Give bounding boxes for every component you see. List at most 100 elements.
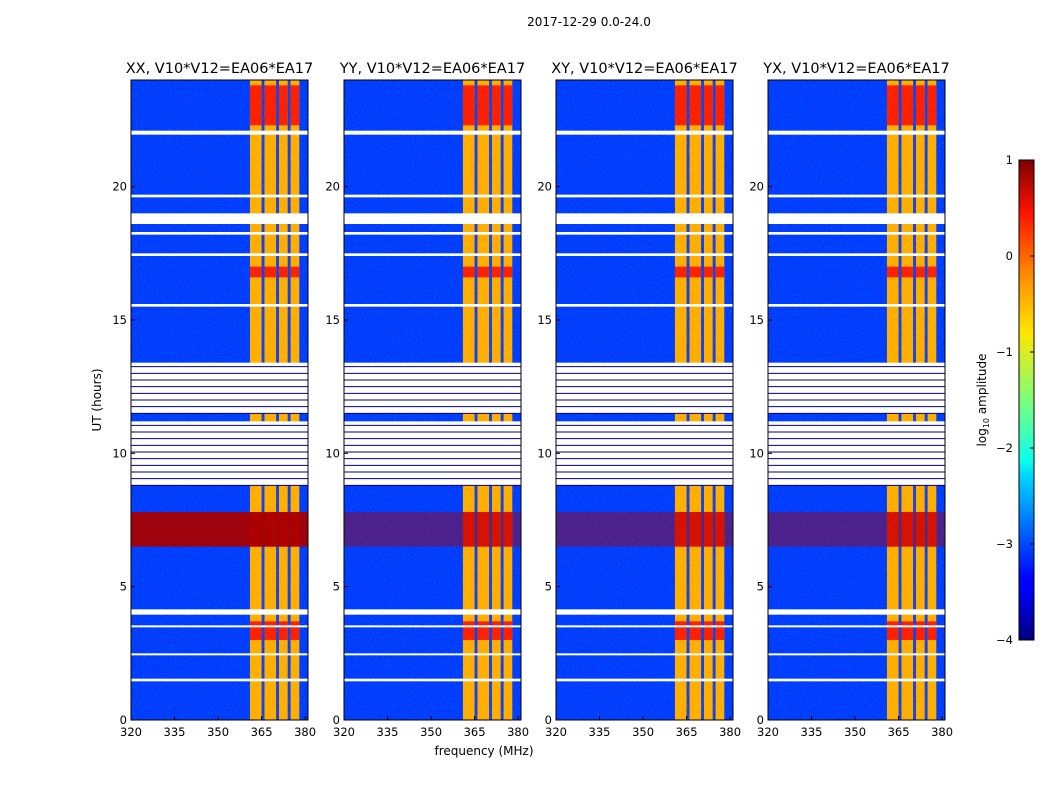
flagged-interval-10: [131, 194, 308, 198]
x-tick-label: 335: [589, 725, 611, 739]
y-tick-label: 20: [537, 180, 552, 194]
flagged-interval-1: [131, 653, 308, 656]
flagged-interval-10: [344, 194, 521, 198]
colorbar-tick-label: −2: [996, 441, 1013, 455]
x-tick-label: 365: [676, 725, 698, 739]
rfi-band-0: [131, 512, 308, 547]
flagged-interval-9: [344, 213, 521, 224]
x-tick-label: 350: [207, 725, 229, 739]
panel-xy: XY, V10*V12=EA06*EA17 320 335 350 365 380 0 5 10…: [537, 61, 741, 739]
panel-xx: XX, V10*V12=EA06*EA17 320 335 350 365 380 0 5 10…: [112, 61, 316, 739]
y-tick-label: 20: [325, 180, 340, 194]
flagged-interval-1: [344, 653, 521, 656]
y-tick-label: 5: [333, 580, 340, 594]
panel-title: YY, V10*V12=EA06*EA17: [339, 61, 525, 77]
x-tick-label: 320: [120, 725, 142, 739]
colorbar: log10 amplitude −4 −3 −2 −1 0 1: [975, 153, 1035, 647]
panel-yy: YY, V10*V12=EA06*EA17 320 335 350 365 380 0 5 10…: [325, 61, 529, 739]
flagged-interval-6: [131, 304, 308, 307]
panel-title: XY, V10*V12=EA06*EA17: [551, 61, 737, 77]
flagged-interval-4: [768, 421, 945, 486]
flagged-interval-11: [556, 130, 733, 135]
colorbar-tick-label: −1: [996, 345, 1013, 359]
x-tick-label: 350: [420, 725, 442, 739]
panel-title: YX, V10*V12=EA06*EA17: [762, 61, 949, 77]
flagged-interval-9: [556, 213, 733, 224]
flagged-interval-5: [768, 362, 945, 414]
x-tick-label: 320: [333, 725, 355, 739]
y-tick-label: 5: [120, 580, 127, 594]
y-tick-label: 10: [325, 446, 340, 460]
flagged-interval-8: [344, 232, 521, 235]
flagged-interval-2: [131, 625, 308, 628]
y-tick-label: 0: [757, 713, 764, 727]
colorbar-tick-label: −3: [996, 537, 1013, 551]
flagged-interval-7: [556, 253, 733, 256]
flagged-interval-11: [344, 130, 521, 135]
flagged-interval-2: [768, 625, 945, 628]
colorbar-tick-label: −4: [996, 633, 1013, 647]
flagged-interval-5: [131, 362, 308, 414]
x-tick-label: 365: [888, 725, 910, 739]
flagged-interval-10: [556, 194, 733, 198]
flagged-interval-8: [768, 232, 945, 235]
flagged-interval-11: [768, 130, 945, 135]
flagged-interval-3: [131, 609, 308, 615]
flagged-interval-9: [131, 213, 308, 224]
y-tick-label: 0: [333, 713, 340, 727]
flagged-interval-2: [556, 625, 733, 628]
panel-yx: YX, V10*V12=EA06*EA17 320 335 350 365 380 0 5 10…: [749, 61, 953, 739]
x-tick-label: 380: [294, 725, 316, 739]
colorbar-label: log10 amplitude: [975, 354, 991, 447]
x-tick-label: 320: [545, 725, 567, 739]
rfi-band-0: [768, 512, 945, 547]
colorbar-gradient: [1018, 159, 1035, 641]
figure-title: 2017-12-29 0.0-24.0: [527, 15, 651, 29]
flagged-interval-1: [556, 653, 733, 656]
flagged-interval-6: [344, 304, 521, 307]
colorbar-tick-label: 0: [1006, 249, 1013, 263]
y-tick-label: 0: [120, 713, 127, 727]
panel-frame: [343, 79, 522, 721]
y-tick-label: 15: [537, 313, 552, 327]
flagged-interval-0: [768, 678, 945, 682]
flagged-interval-9: [768, 213, 945, 224]
colorbar-tick-label: 1: [1006, 153, 1013, 167]
y-tick-label: 20: [749, 180, 764, 194]
flagged-interval-11: [131, 130, 308, 135]
flagged-interval-0: [344, 678, 521, 682]
x-tick-label: 350: [844, 725, 866, 739]
x-tick-label: 380: [931, 725, 953, 739]
y-tick-label: 5: [545, 580, 552, 594]
flagged-interval-5: [556, 362, 733, 414]
flagged-interval-6: [556, 304, 733, 307]
y-tick-label: 10: [749, 446, 764, 460]
x-tick-label: 335: [164, 725, 186, 739]
rfi-band-0: [344, 512, 521, 547]
x-axis-label: frequency (MHz): [434, 744, 533, 758]
panel-frame: [130, 79, 309, 721]
flagged-interval-4: [344, 421, 521, 486]
x-tick-label: 380: [507, 725, 529, 739]
flagged-interval-4: [556, 421, 733, 486]
flagged-interval-4: [131, 421, 308, 486]
x-tick-label: 335: [801, 725, 823, 739]
flagged-interval-8: [556, 232, 733, 235]
flagged-interval-0: [556, 678, 733, 682]
flagged-interval-0: [131, 678, 308, 682]
rfi-band-0: [556, 512, 733, 547]
x-tick-label: 320: [757, 725, 779, 739]
y-tick-label: 10: [537, 446, 552, 460]
panel-frame: [767, 79, 946, 721]
flagged-interval-7: [131, 253, 308, 256]
flagged-interval-3: [344, 609, 521, 615]
flagged-interval-8: [131, 232, 308, 235]
y-tick-label: 15: [112, 313, 127, 327]
flagged-interval-10: [768, 194, 945, 198]
y-tick-label: 15: [325, 313, 340, 327]
y-tick-label: 10: [112, 446, 127, 460]
x-tick-label: 365: [251, 725, 273, 739]
flagged-interval-7: [344, 253, 521, 256]
flagged-interval-3: [556, 609, 733, 615]
